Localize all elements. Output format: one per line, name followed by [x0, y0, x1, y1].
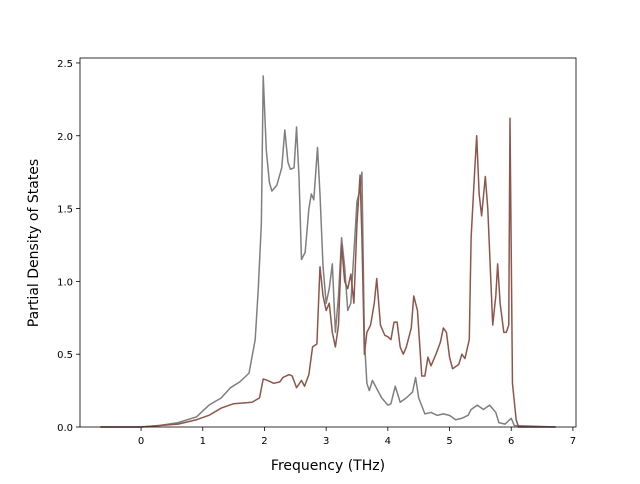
- y-tick-label: 0.0: [57, 423, 73, 434]
- x-tick-label: 5: [446, 436, 452, 447]
- x-tick-label: 0: [138, 436, 144, 447]
- y-tick-label: 2.0: [57, 132, 73, 143]
- y-tick-label: 1.5: [57, 205, 73, 216]
- x-tick-label: 3: [323, 436, 329, 447]
- series-line: [100, 117, 556, 428]
- x-tick-label: 6: [508, 436, 514, 447]
- y-tick-label: 2.5: [57, 59, 73, 70]
- y-tick-label: 1.0: [57, 277, 73, 288]
- x-tick-label: 4: [385, 436, 391, 447]
- series-line: [100, 75, 556, 428]
- plot-frame: [79, 57, 577, 428]
- y-axis-label: Partial Density of States: [26, 159, 42, 327]
- x-tick-label: 1: [200, 436, 206, 447]
- x-tick-label: 7: [570, 436, 576, 447]
- x-axis-label: Frequency (THz): [271, 458, 385, 474]
- y-tick-label: 0.5: [57, 350, 73, 361]
- x-tick-label: 2: [261, 436, 267, 447]
